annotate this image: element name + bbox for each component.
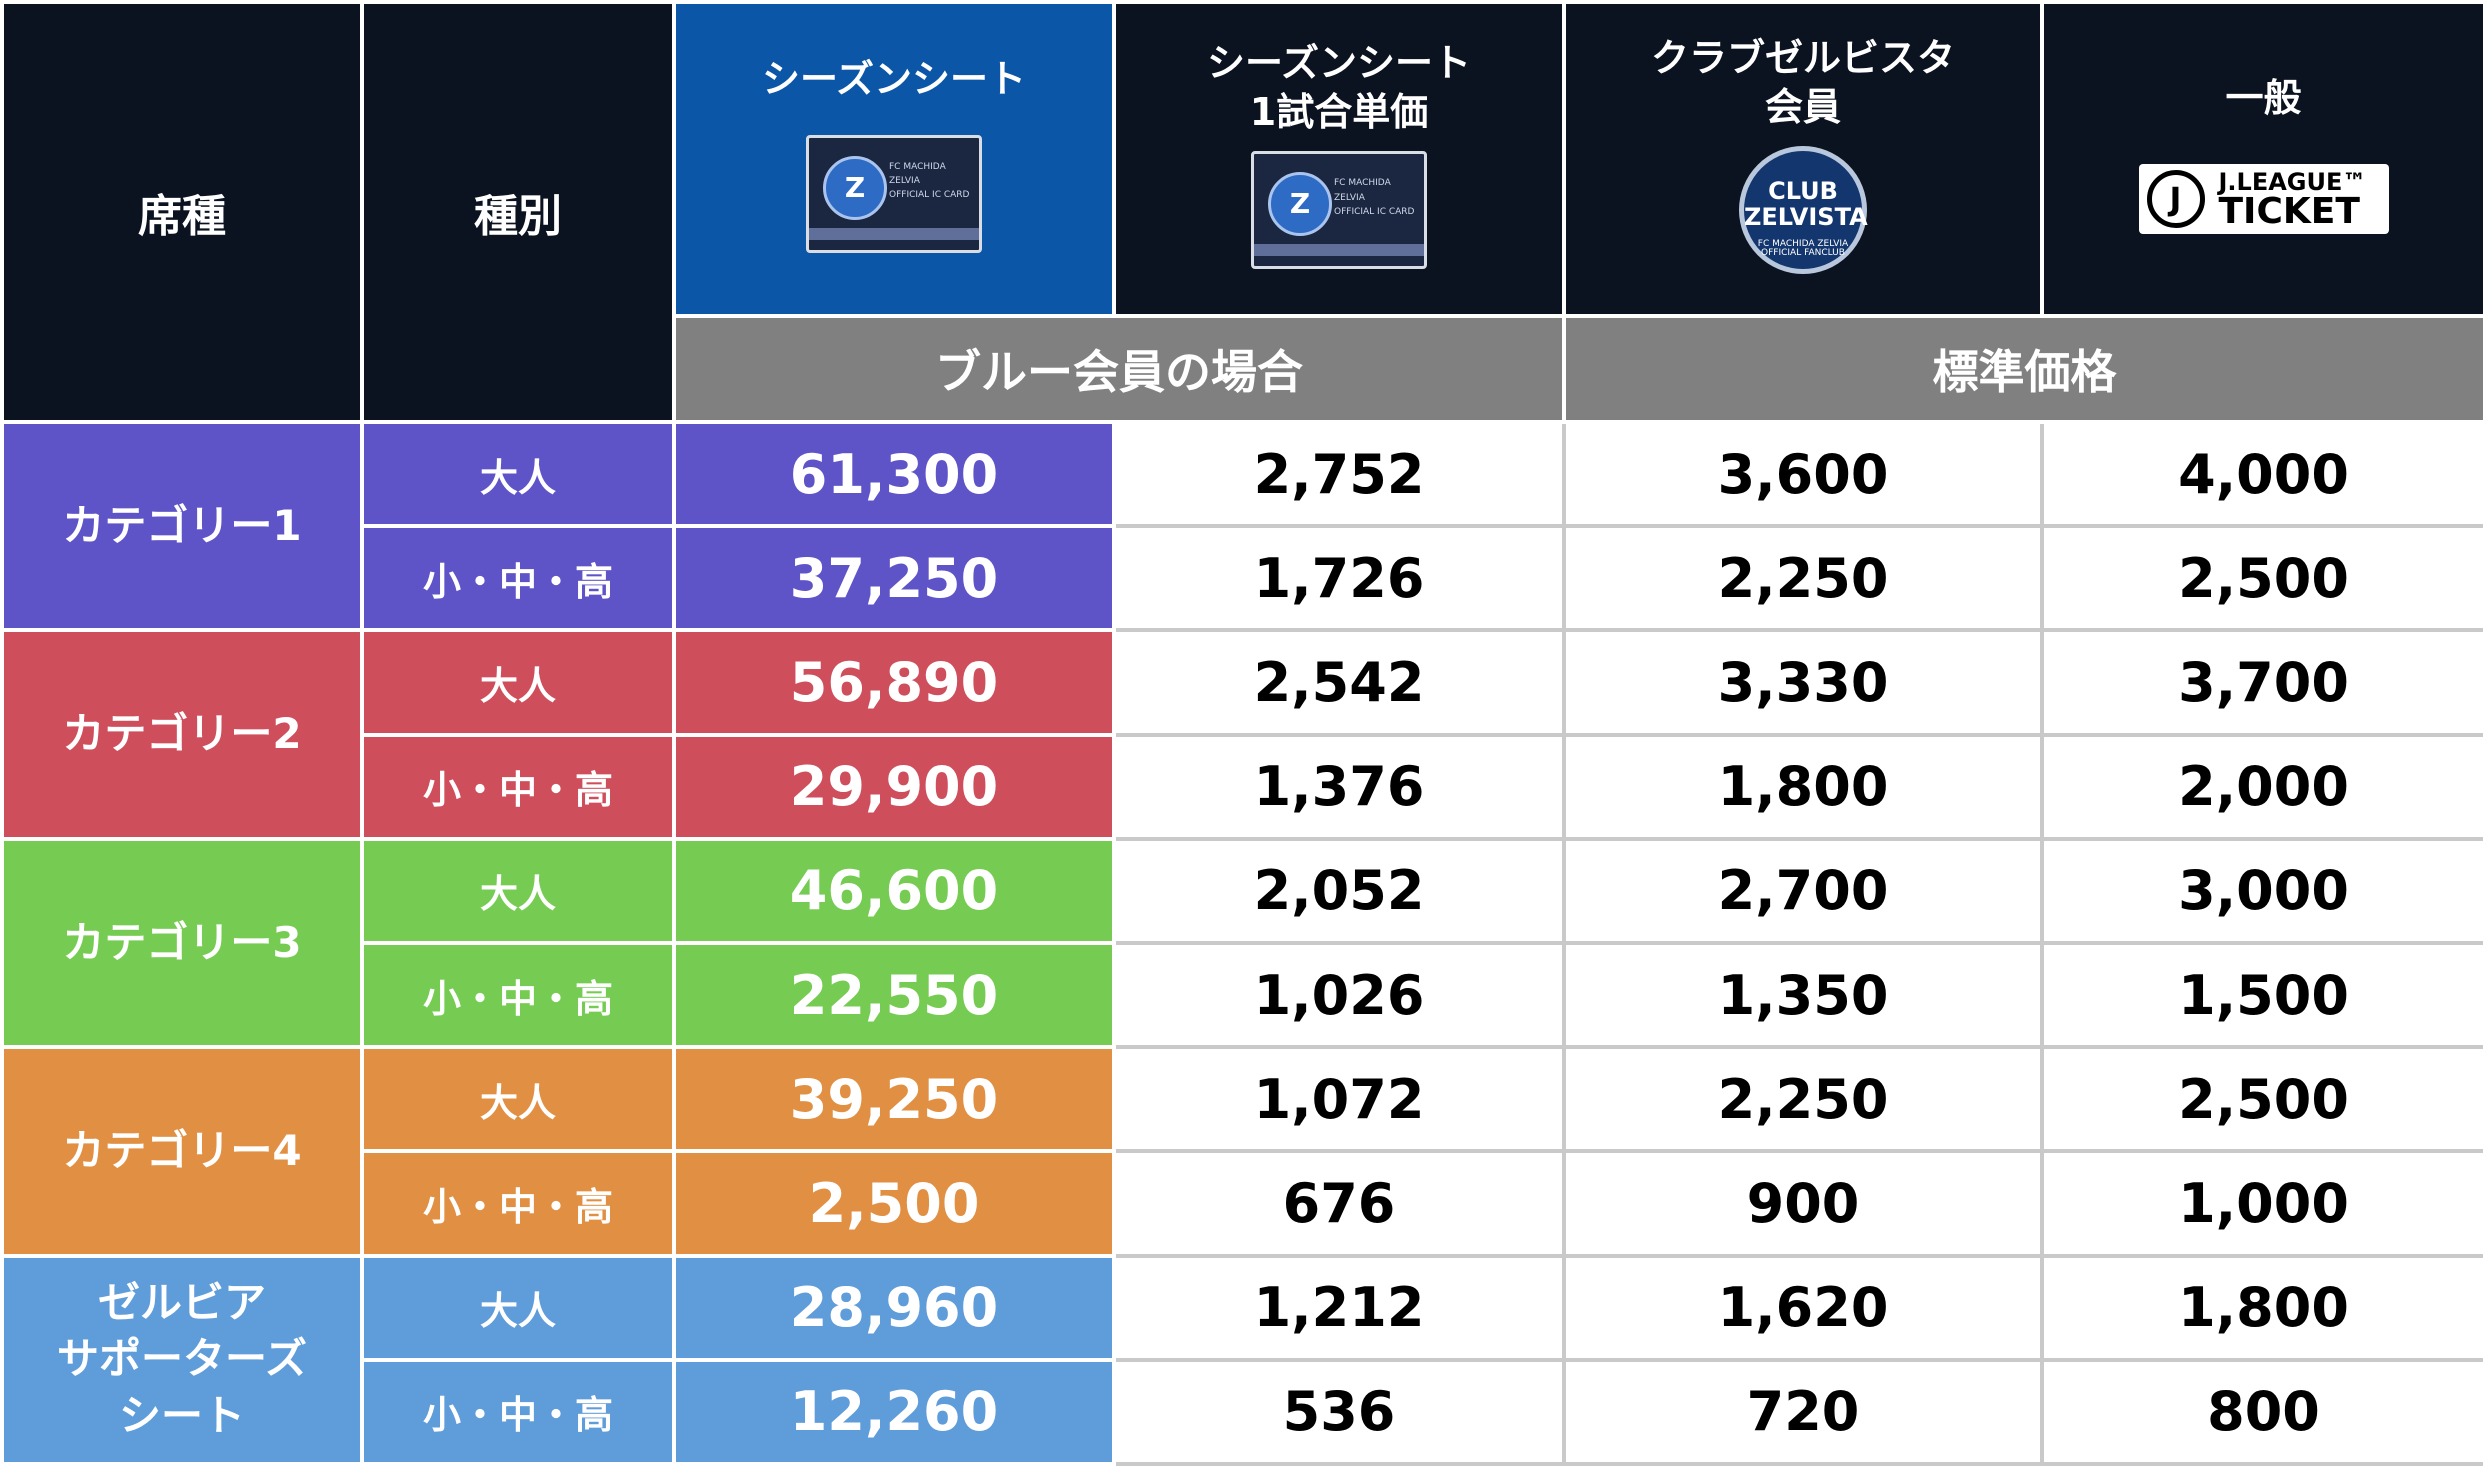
blue-member-subheader: ブルー会員の場合 (672, 314, 1566, 425)
per-game-price: 1,072 (1112, 1045, 1566, 1154)
seat-category-name: カテゴリー1 (0, 420, 364, 633)
per-game-price: 676 (1112, 1149, 1566, 1258)
subheader-row: ブルー会員の場合 標準価格 (2, 314, 2483, 425)
price-row: カテゴリー4 大人 39,250 1,072 2,250 2,500 (0, 1045, 2483, 1258)
ticket-type: 大人 (360, 836, 676, 946)
season-seat-price: 29,900 (672, 732, 1116, 841)
jleague-ticket-logo: J J.LEAGUE™ TICKET (2138, 163, 2389, 234)
zelvista-member-price: 1,350 (1562, 940, 2044, 1050)
price-row: 小・中・高 22,550 1,026 1,350 1,500 (2, 940, 2483, 1050)
badge-title: CLUB ZELVISTA (1744, 177, 1868, 231)
seat-category-name: カテゴリー3 (0, 836, 364, 1050)
price-row: 小・中・高 37,250 1,726 2,250 2,500 (2, 524, 2483, 633)
jleague-logo-bottom: TICKET (2218, 190, 2360, 232)
season-seat-price: 37,250 (672, 524, 1116, 633)
general-header: 一般 J J.LEAGUE™ TICKET (2040, 0, 2483, 319)
season-seat-price: 2,500 (672, 1149, 1116, 1258)
price-row: カテゴリー3 大人 46,600 2,052 2,700 3,000 (0, 836, 2483, 1050)
ticket-type: 小・中・高 (360, 940, 676, 1050)
zelvista-member-price: 900 (1562, 1149, 2044, 1258)
season-seat-price: 39,250 (672, 1045, 1116, 1154)
general-price: 2,500 (2040, 524, 2483, 633)
price-row: 小・中・高 2,500 676 900 1,000 (2, 1149, 2483, 1258)
zelvista-member-price: 2,250 (1562, 1045, 2044, 1154)
season-seat-price: 22,550 (672, 940, 1116, 1050)
zelvista-member-price: 1,800 (1562, 732, 2044, 841)
per-game-price: 1,026 (1112, 940, 1566, 1050)
ic-card-logo: Z FC MACHIDA ZELVIA OFFICIAL IC CARD (806, 134, 982, 253)
per-game-price: 2,052 (1112, 836, 1566, 946)
ticket-type: 大人 (360, 1045, 676, 1154)
ticket-type: 小・中・高 (360, 1357, 676, 1466)
card-stripe (1254, 244, 1424, 257)
general-price: 2,000 (2040, 732, 2483, 841)
zelvia-emblem-icon: Z (1268, 172, 1332, 237)
per-game-price: 2,752 (1112, 420, 1566, 529)
per-game-price: 536 (1112, 1357, 1566, 1466)
seat-category-name: カテゴリー2 (0, 628, 364, 841)
club-zelvista-label: クラブゼルビスタ 会員 (1650, 35, 1955, 130)
season-seat-price: 46,600 (672, 836, 1116, 946)
zelvista-member-price: 2,700 (1562, 836, 2044, 946)
standard-price-subheader: 標準価格 (1562, 314, 2483, 425)
season-seat-price: 56,890 (672, 628, 1116, 737)
general-price: 4,000 (2040, 420, 2483, 529)
ic-card-logo-2: Z FC MACHIDA ZELVIA OFFICIAL IC CARD (1251, 151, 1427, 270)
category-type-header: 種別 (360, 0, 676, 425)
ticket-type: 小・中・高 (360, 732, 676, 841)
season-seat-price: 28,960 (672, 1253, 1116, 1362)
seat-category-name: ゼルビア サポーターズ シート (0, 1253, 364, 1466)
zelvista-member-price: 1,620 (1562, 1253, 2044, 1362)
price-row: カテゴリー2 大人 56,890 2,542 3,330 3,700 (0, 628, 2483, 841)
ticket-type: 大人 (360, 628, 676, 737)
card-stripe (809, 227, 979, 240)
price-row: カテゴリー1 大人 61,300 2,752 3,600 4,000 (0, 420, 2483, 633)
general-price: 3,700 (2040, 628, 2483, 737)
season-seat-per-game-header: シーズンシート 1試合単価 Z FC MACHIDA ZELVIA OFFICI… (1112, 0, 1566, 319)
season-seat-price: 61,300 (672, 420, 1116, 529)
zelvista-member-price: 3,600 (1562, 420, 2044, 529)
general-price: 1,500 (2040, 940, 2483, 1050)
price-row: 小・中・高 12,260 536 720 800 (2, 1357, 2483, 1466)
zelvia-emblem-icon: Z (823, 155, 887, 220)
jleague-mark-icon: J (2146, 169, 2205, 228)
club-zelvista-header: クラブゼルビスタ 会員 CLUB ZELVISTA FC MACHIDA ZEL… (1562, 0, 2044, 319)
ic-card-text: FC MACHIDA ZELVIA OFFICIAL IC CARD (1334, 178, 1415, 218)
general-label: 一般 (2225, 76, 2302, 121)
season-seat-header-label: シーズンシート (761, 57, 1027, 102)
zelvista-member-price: 2,250 (1562, 524, 2044, 633)
ticket-type: 小・中・高 (360, 524, 676, 633)
ticket-type: 小・中・高 (360, 1149, 676, 1258)
season-seat-header: シーズンシート Z FC MACHIDA ZELVIA OFFICIAL IC … (672, 0, 1116, 319)
general-price: 2,500 (2040, 1045, 2483, 1154)
season-seat-price: 12,260 (672, 1357, 1116, 1466)
general-price: 1,000 (2040, 1149, 2483, 1258)
per-game-price: 1,376 (1112, 732, 1566, 841)
seat-type-header: 席種 (0, 0, 364, 425)
season-seat-per-game-label: シーズンシート 1試合単価 (1206, 40, 1472, 135)
general-price: 800 (2040, 1357, 2483, 1466)
badge-subtitle: FC MACHIDA ZELVIA OFFICIAL FANCLUB (1757, 238, 1849, 259)
zelvista-member-price: 720 (1562, 1357, 2044, 1466)
per-game-price: 1,212 (1112, 1253, 1566, 1362)
price-row: 小・中・高 29,900 1,376 1,800 2,000 (2, 732, 2483, 841)
ic-card-text: FC MACHIDA ZELVIA OFFICIAL IC CARD (889, 161, 970, 201)
price-row: ゼルビア サポーターズ シート 大人 28,960 1,212 1,620 1,800 (0, 1253, 2483, 1466)
general-price: 3,000 (2040, 836, 2483, 946)
zelvista-member-price: 3,330 (1562, 628, 2044, 737)
club-zelvista-badge-icon: CLUB ZELVISTA FC MACHIDA ZELVIA OFFICIAL… (1739, 146, 1868, 275)
per-game-price: 2,542 (1112, 628, 1566, 737)
header-row: 席種 種別 シーズンシート Z FC MACHIDA ZELVIA OFFICI… (0, 0, 2483, 425)
ticket-type: 大人 (360, 420, 676, 529)
ticket-type: 大人 (360, 1253, 676, 1362)
general-price: 1,800 (2040, 1253, 2483, 1362)
seat-category-name: カテゴリー4 (0, 1045, 364, 1258)
jleague-logo-top: J.LEAGUE™ (2218, 167, 2367, 196)
per-game-price: 1,726 (1112, 524, 1566, 633)
